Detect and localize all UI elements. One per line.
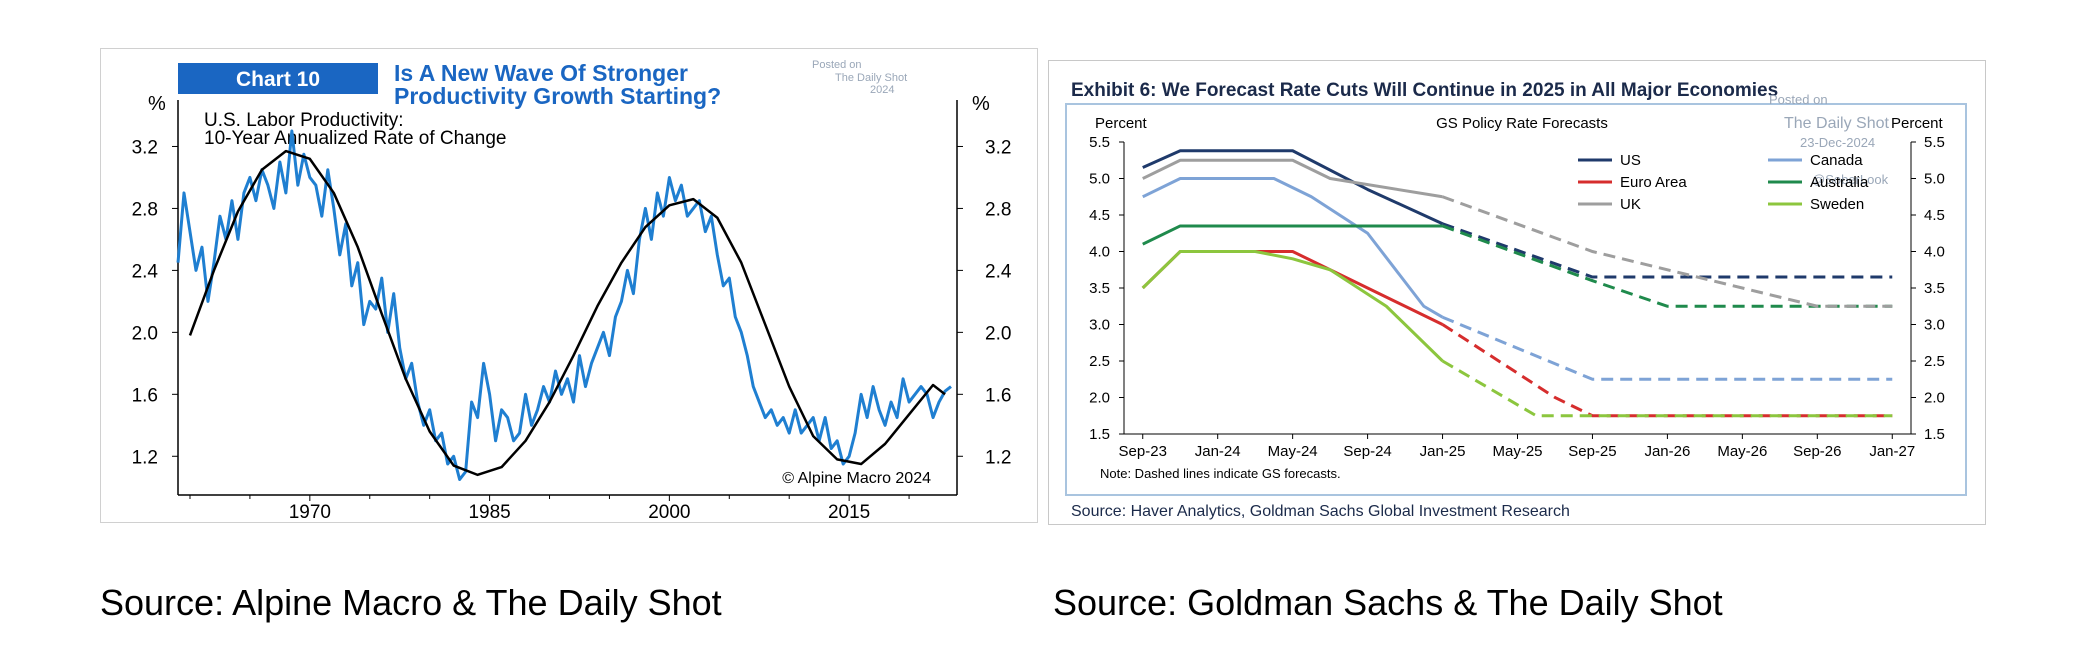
chart-title-line-2: Productivity Growth Starting? [394, 83, 721, 109]
inner-panel [1065, 103, 1967, 496]
chart-copyright: © Alpine Macro 2024 [782, 470, 931, 487]
series-canada-line [1142, 177, 1444, 319]
y-tick-label: 1.5 [1089, 426, 1110, 443]
x-tick-label: May-25 [1492, 443, 1542, 460]
watermark-line-2: The Daily Shot [835, 72, 907, 84]
watermark-line-1: Posted on [1769, 92, 1828, 107]
y-tick-label-right: 5.5 [1924, 134, 1945, 151]
chart-source: Source: Haver Analytics, Goldman Sachs G… [1071, 503, 1570, 520]
y-tick-label-right: 1.6 [985, 385, 1011, 406]
series-us-line [1142, 149, 1444, 226]
y-tick-label: 4.5 [1089, 207, 1110, 224]
x-tick-label: Jan-24 [1195, 443, 1241, 460]
y-tick-label-right: 2.4 [985, 261, 1012, 282]
x-tick-label: 2000 [648, 502, 690, 523]
x-tick-label: Sep-24 [1343, 443, 1391, 460]
series-sweden-forecast [1441, 359, 1893, 418]
legend-label: US [1620, 152, 1641, 169]
y-tick-label: 2.4 [132, 261, 159, 282]
watermark-line-3: 2024 [870, 84, 894, 96]
y-tick-label-right: 2.5 [1924, 353, 1945, 370]
y-tick-label: 1.6 [132, 385, 158, 406]
y-tick-label: 4.0 [1089, 244, 1110, 261]
x-tick-label: May-26 [1717, 443, 1767, 460]
x-tick-label: Sep-25 [1568, 443, 1616, 460]
right-unit: Percent [1891, 115, 1944, 132]
series-sweden-line [1141, 250, 1444, 363]
x-tick-label: Jan-25 [1420, 443, 1466, 460]
y-tick-label: 5.5 [1089, 134, 1110, 151]
legend-label: Australia [1810, 174, 1869, 191]
watermark-line-3: 23-Dec-2024 [1800, 135, 1875, 150]
y-tick-label-right: 1.2 [985, 447, 1011, 468]
y-tick-label-right: 4.0 [1924, 244, 1945, 261]
chart-subtitle-line-2: 10-Year Annualized Rate of Change [204, 128, 506, 149]
y-tick-label-right: 3.0 [1924, 317, 1945, 334]
x-tick-label: Sep-23 [1119, 443, 1167, 460]
series-canada-forecast [1441, 315, 1893, 381]
x-tick-label: Jan-26 [1644, 443, 1690, 460]
policy-rate-chart: Exhibit 6: We Forecast Rate Cuts Will Co… [1048, 60, 1986, 525]
watermark-line-4: @SoberLook [1812, 172, 1889, 187]
y-tick-label-right: 2.0 [985, 323, 1011, 344]
legend-label: Canada [1810, 152, 1863, 169]
chart-subtitle-line-1: U.S. Labor Productivity: [204, 110, 404, 131]
chart-title-line-1: Is A New Wave Of Stronger [394, 60, 688, 86]
watermark-line-2: The Daily Shot [1784, 115, 1889, 132]
y-tick-label-right: 1.5 [1924, 426, 1945, 443]
caption-left: Source: Alpine Macro & The Daily Shot [100, 582, 722, 623]
productivity-chart: Chart 10 Is A New Wave Of Stronger Produ… [100, 48, 1038, 523]
y-tick-label: 2.0 [132, 323, 158, 344]
legend-label: Euro Area [1620, 174, 1687, 191]
y-tick-label: 2.5 [1089, 353, 1110, 370]
watermark-line-1: Posted on [812, 59, 862, 71]
y-tick-label: 3.0 [1089, 317, 1110, 334]
series-australia-line [1142, 224, 1443, 246]
right-axis-unit: % [972, 93, 990, 115]
chart-badge-label: Chart 10 [236, 68, 320, 91]
left-axis-unit: % [148, 93, 166, 115]
x-tick-label: 1970 [289, 502, 331, 523]
left-unit: Percent [1095, 115, 1148, 132]
watermark: Posted on The Daily Shot 2024 [812, 59, 907, 96]
y-tick-label: 5.0 [1089, 171, 1110, 188]
chart-badge [178, 63, 378, 94]
exhibit-title: Exhibit 6: We Forecast Rate Cuts Will Co… [1071, 80, 1778, 101]
y-tick-label: 2.0 [1089, 390, 1110, 407]
series-uk-forecast [1442, 195, 1893, 308]
chart-note: Note: Dashed lines indicate GS forecasts… [1100, 466, 1341, 481]
y-tick-label-right: 5.0 [1924, 171, 1945, 188]
y-tick-label: 1.2 [132, 447, 158, 468]
x-tick-label: May-24 [1268, 443, 1318, 460]
series-us-forecast [1442, 222, 1893, 279]
y-tick-label: 2.8 [132, 199, 158, 220]
x-tick-label: Jan-27 [1869, 443, 1915, 460]
trend-cycle-line [188, 149, 946, 477]
inner-title: GS Policy Rate Forecasts [1436, 115, 1608, 132]
watermark: Posted on The Daily Shot 23-Dec-2024 @So… [1769, 92, 1889, 187]
legend-label: UK [1620, 196, 1641, 213]
chart-frame [100, 48, 1038, 523]
caption-right: Source: Goldman Sachs & The Daily Shot [1053, 582, 1723, 623]
chart-frame [1048, 60, 1986, 525]
y-tick-label-right: 2.0 [1924, 390, 1945, 407]
y-tick-label: 3.5 [1089, 280, 1110, 297]
y-tick-label-right: 4.5 [1924, 207, 1945, 224]
productivity-line [176, 129, 952, 482]
legend: US Euro Area UK Canada Australia Sweden [1578, 152, 1869, 213]
series-australia-forecast [1442, 224, 1893, 308]
x-tick-label: 1985 [468, 502, 510, 523]
y-tick-label-right: 2.8 [985, 199, 1011, 220]
x-tick-label: Sep-26 [1793, 443, 1841, 460]
legend-label: Sweden [1810, 196, 1864, 213]
y-tick-label: 3.2 [132, 137, 158, 158]
y-tick-label-right: 3.5 [1924, 280, 1945, 297]
series-uk-line [1142, 158, 1443, 199]
x-tick-label: 2015 [828, 502, 870, 523]
y-tick-label-right: 3.2 [985, 137, 1011, 158]
